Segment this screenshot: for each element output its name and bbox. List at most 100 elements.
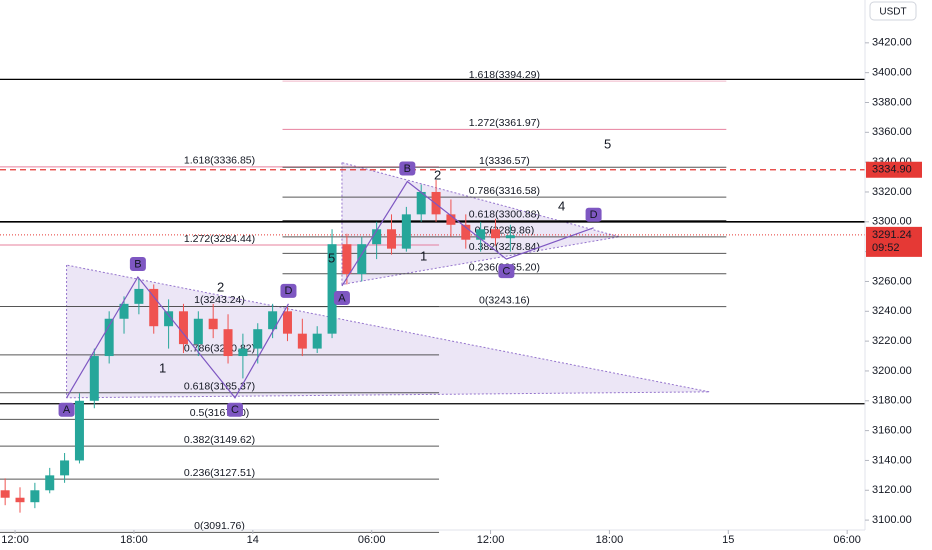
fib-label: 1.272(3361.97) <box>469 117 540 129</box>
y-tick-label: 3240.00 <box>872 305 912 317</box>
candle-body <box>461 224 471 240</box>
candle-body <box>104 318 114 357</box>
y-tick-label: 3120.00 <box>872 484 912 496</box>
y-tick-label: 3400.00 <box>872 67 912 79</box>
candle-body <box>15 497 25 503</box>
fib-label: 0.618(3185.37) <box>184 381 255 393</box>
wave-label: 4 <box>558 198 565 213</box>
y-tick-label: 3100.00 <box>872 514 912 526</box>
candle-body <box>327 244 337 334</box>
candle-body <box>60 460 70 476</box>
candle-body <box>193 318 203 345</box>
candle-body <box>312 333 322 349</box>
fib-label: 0.382(3149.62) <box>184 434 255 446</box>
candle-body <box>342 244 352 275</box>
candle-body <box>297 333 307 349</box>
pattern-line <box>341 180 594 287</box>
pattern-point <box>280 283 297 298</box>
candle-body <box>45 475 55 491</box>
candle-body <box>89 356 99 401</box>
wave-label: 1 <box>420 248 427 263</box>
candle-body <box>30 490 40 503</box>
y-tick-label: 3220.00 <box>872 335 912 347</box>
fib-label: 1.272(3284.44) <box>184 233 255 245</box>
fib-label: 0.236(3127.51) <box>184 467 255 479</box>
candle-body <box>119 303 129 319</box>
candle-body <box>372 229 382 245</box>
pattern-point-label: A <box>338 292 346 304</box>
candle-body <box>476 229 486 240</box>
pattern-point-label: C <box>502 266 510 278</box>
fib-label: 0(3091.76) <box>194 520 245 532</box>
x-tick-label: 14 <box>247 534 259 546</box>
candle-body <box>134 288 144 304</box>
pattern-point <box>585 207 602 222</box>
candle-body <box>253 329 263 349</box>
x-tick-label: 06:00 <box>358 534 386 546</box>
candle-body <box>357 244 367 275</box>
candle-body <box>0 490 10 498</box>
candle-body <box>386 229 396 249</box>
fib-label: 0.786(3316.58) <box>469 185 540 197</box>
candle-body <box>74 400 84 461</box>
fib-label: 1(3336.57) <box>479 155 530 167</box>
pattern-point-label: B <box>404 163 411 175</box>
candle-body <box>416 191 426 215</box>
fib-label: 1(3243.24) <box>194 294 245 306</box>
y-tick-label: 3420.00 <box>872 37 912 49</box>
pattern-point-label: B <box>134 258 141 270</box>
countdown: 09:52 <box>872 242 900 254</box>
pattern-triangle <box>66 264 710 399</box>
y-tick-label: 3360.00 <box>872 126 912 138</box>
candle-body <box>178 311 188 345</box>
pattern-point <box>399 161 416 176</box>
fib-label: 0.5(3289.86) <box>475 225 535 237</box>
candle-body <box>282 311 292 334</box>
last-price-tag <box>866 226 922 257</box>
candle-body <box>491 229 501 239</box>
last-price-label: 3291.24 <box>872 229 912 241</box>
pattern-point-label: D <box>284 285 292 297</box>
y-tick-label: 3160.00 <box>872 425 912 437</box>
candle-body <box>223 329 233 357</box>
candle-body <box>238 348 248 357</box>
currency: USDT <box>879 7 906 18</box>
pattern-point <box>498 264 515 279</box>
wave-label: 1 <box>159 360 166 375</box>
fib-label: 1.618(3336.85) <box>184 155 255 167</box>
y-tick-label: 3260.00 <box>872 275 912 287</box>
x-tick-label: 15 <box>722 534 734 546</box>
x-tick-label: 18:00 <box>120 534 148 546</box>
x-tick-label: 12:00 <box>477 534 505 546</box>
y-tick-label: 3380.00 <box>872 96 912 108</box>
x-tick-label: 18:00 <box>596 534 624 546</box>
candle-body <box>208 318 218 330</box>
wave-label: 5 <box>328 250 335 265</box>
pattern-point <box>226 402 243 417</box>
pattern-point <box>129 256 146 271</box>
pattern-point-label: C <box>231 404 239 416</box>
alert-price-tag <box>866 161 922 178</box>
fib-label: 0(3243.16) <box>479 294 530 306</box>
y-tick-label: 3320.00 <box>872 186 912 198</box>
currency-box[interactable] <box>869 1 917 21</box>
fib-label: 0.618(3300.88) <box>469 208 540 220</box>
fib-label: 1.618(3394.29) <box>469 69 540 81</box>
x-tick-label: 12:00 <box>1 534 29 546</box>
x-tick-label: 06:00 <box>833 534 861 546</box>
alert-price-label: 3334.90 <box>872 164 912 176</box>
candle-body <box>164 311 174 327</box>
fib-label: 0.786(3210.82) <box>184 343 255 355</box>
pattern-point-label: A <box>63 404 71 416</box>
wave-label: 5 <box>604 136 611 151</box>
pattern-point <box>333 290 350 305</box>
pattern-point-label: D <box>590 209 598 221</box>
y-tick-label: 3140.00 <box>872 454 912 466</box>
wave-label: 2 <box>217 279 224 294</box>
candle-body <box>268 311 278 330</box>
candle-body <box>149 288 159 327</box>
y-tick-label: 3200.00 <box>872 365 912 377</box>
